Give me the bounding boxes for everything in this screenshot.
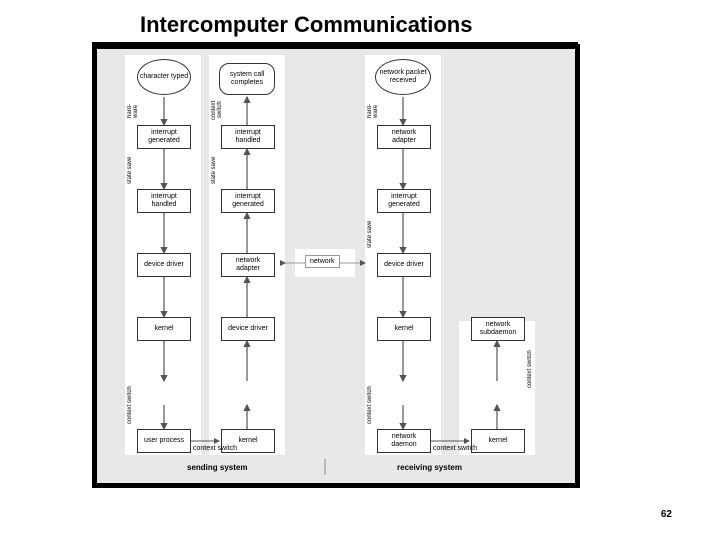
send-vlabel-state-save: state save [127,155,133,185]
send-box-user-process: user process [137,429,191,453]
send-vlabel-hardware: hard- ware [127,99,139,123]
send2-vlabel-context-switch: context switch [211,95,223,125]
send-box-interrupt-handled: interrupt handled [137,189,191,213]
recv-box-device-driver: device driver [377,253,431,277]
send2-box-interrupt-handled: interrupt handled [221,125,275,149]
sending-system-label: sending system [187,463,247,472]
recv2-box-network-subdaemon: network subdaemon [471,317,525,341]
recv2-box-kernel: kernel [471,429,525,453]
diagram-frame: character typed interrupt generated inte… [92,44,580,488]
recv-vlabel-hardware: hard- ware [367,99,379,123]
send-box-kernel: kernel [137,317,191,341]
recv-oval-packet-received: network packet received [375,59,431,95]
recv2-vlabel-context-switch: context switch [527,349,533,389]
receiving-system-label: receiving system [397,463,462,472]
send-oval-character-typed: character typed [137,59,191,95]
diagram-inner: character typed interrupt generated inte… [97,49,575,483]
recv-box-network-daemon: network daemon [377,429,431,453]
send2-box-device-driver: device driver [221,317,275,341]
recv-vlabel-context-switch: context switch [367,385,373,425]
recv-box-interrupt-generated: interrupt generated [377,189,431,213]
page-number: 62 [661,509,672,520]
send-vlabel-context-switch: context switch [127,385,133,425]
recv-box-kernel: kernel [377,317,431,341]
recv-vlabel-state-save: state save [367,219,373,249]
send2-box-interrupt-generated: interrupt generated [221,189,275,213]
network-label: network [305,255,340,268]
send2-vlabel-state-save: state save [211,155,217,185]
send2-box-network-adapter: network adapter [221,253,275,277]
send-box-interrupt-generated: interrupt generated [137,125,191,149]
page-title: Intercomputer Communications [140,12,472,38]
recv-box-network-adapter: network adapter [377,125,431,149]
send-oval-syscall-completes: system call completes [219,63,275,95]
send-box-device-driver: device driver [137,253,191,277]
recv-bottom-context-switch: context switch [433,445,477,452]
send-bottom-context-switch: context switch [193,445,237,452]
